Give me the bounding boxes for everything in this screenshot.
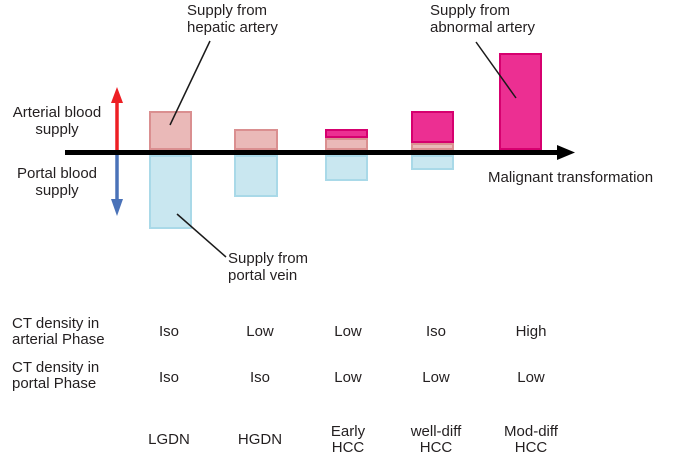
arterial-axis-label: Arterial blood supply [12, 104, 102, 138]
table-row-label-portal: CT density in portal Phase [12, 359, 100, 392]
annotation-abnormal-artery: Supply from abnormal artery [430, 2, 536, 36]
bar-portal-early-hcc [325, 155, 368, 181]
ct-portal-value-hgdn: Iso [249, 369, 271, 386]
ct-arterial-value-early-hcc: Low [334, 323, 362, 340]
x-axis-label: Malignant transformation [488, 169, 654, 186]
stage-label-hgdn: HGDN [237, 431, 283, 448]
stage-label-early-hcc: Early HCC [330, 423, 366, 456]
annotation-hepatic-artery: Supply from hepatic artery [187, 2, 278, 36]
stage-label-mod-diff-hcc: Mod-diff HCC [504, 423, 558, 456]
bar-abnormal-arterial-early-hcc [325, 129, 368, 138]
stage-label-well-diff-hcc: well-diff HCC [410, 423, 462, 456]
ct-portal-value-early-hcc: Low [334, 369, 362, 386]
ct-arterial-value-well-diff-hcc: Iso [425, 323, 447, 340]
bar-normal-arterial-well-diff-hcc [411, 143, 454, 150]
portal-down-arrowhead-icon [111, 199, 123, 216]
bar-portal-hgdn [234, 155, 278, 197]
bar-normal-arterial-early-hcc [325, 138, 368, 150]
bar-abnormal-arterial-well-diff-hcc [411, 111, 454, 143]
stage-label-lgdn: LGDN [148, 431, 190, 448]
table-row-label-arterial: CT density in arterial Phase [12, 315, 105, 348]
ct-arterial-value-hgdn: Low [246, 323, 274, 340]
ct-portal-value-mod-diff-hcc: Low [517, 369, 545, 386]
ct-arterial-value-lgdn: Iso [158, 323, 180, 340]
abnormal-artery-leader-line [475, 41, 517, 99]
bar-normal-arterial-hgdn [234, 129, 278, 150]
portal-vein-leader-line [176, 213, 227, 258]
ct-portal-value-well-diff-hcc: Low [422, 369, 450, 386]
portal-axis-label: Portal blood supply [16, 165, 98, 199]
bar-normal-arterial-lgdn [149, 111, 192, 150]
bar-portal-lgdn [149, 155, 192, 229]
hepatic-artery-leader-line [169, 40, 211, 126]
bar-portal-well-diff-hcc [411, 155, 454, 170]
annotation-portal-vein: Supply from portal vein [228, 250, 309, 284]
axis-arrowhead-icon [557, 145, 575, 160]
ct-arterial-value-mod-diff-hcc: High [515, 323, 547, 340]
ct-portal-value-lgdn: Iso [158, 369, 180, 386]
bar-abnormal-arterial-mod-diff-hcc [499, 53, 542, 150]
arterial-up-arrowhead-icon [111, 87, 123, 103]
